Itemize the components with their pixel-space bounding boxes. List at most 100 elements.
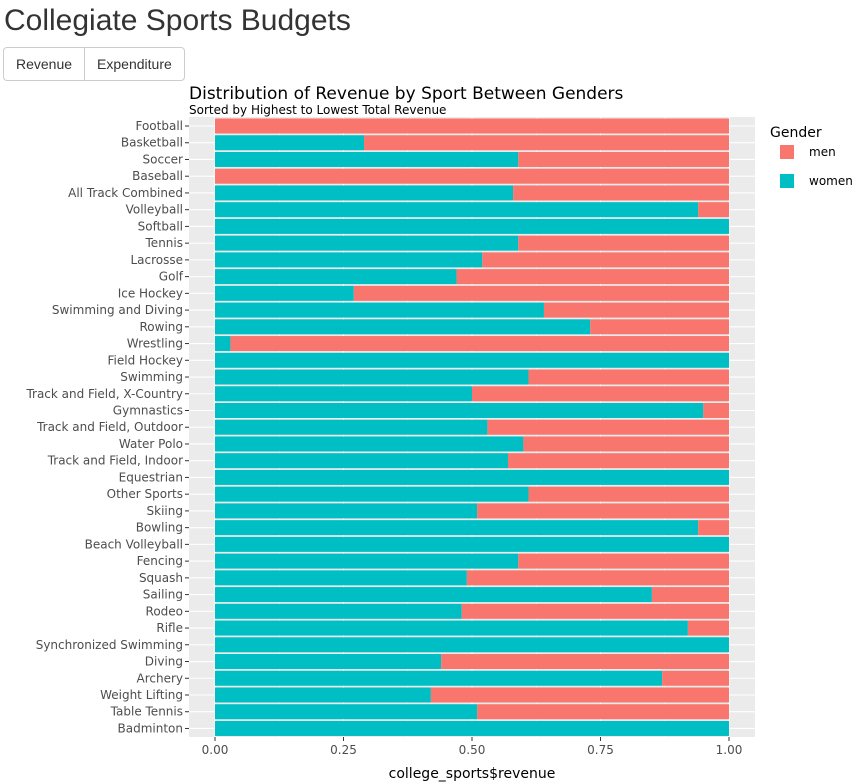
bar-men — [353, 285, 729, 301]
y-tick-label: Equestrian — [119, 470, 183, 484]
bar-men — [472, 386, 729, 402]
bar-men — [364, 135, 729, 151]
bar-men — [518, 553, 729, 569]
bar-men — [477, 704, 729, 720]
y-tick-label: Other Sports — [107, 487, 183, 501]
y-tick-label: Golf — [159, 270, 184, 284]
bar-women — [215, 269, 457, 285]
y-tick-label: Fencing — [137, 554, 183, 568]
bar-men — [487, 419, 729, 435]
legend-label-women: women — [809, 174, 853, 188]
x-tick-label: 0.75 — [587, 743, 614, 757]
bar-men — [518, 151, 729, 167]
y-tick-label: Squash — [139, 571, 183, 585]
bar-women — [215, 570, 467, 586]
bar-women — [215, 687, 431, 703]
legend: Gender men women — [770, 125, 853, 188]
y-tick-label: All Track Combined — [68, 186, 183, 200]
bar-men — [456, 269, 729, 285]
bar-men — [215, 168, 729, 184]
bar-women — [215, 486, 529, 502]
y-tick-label: Soccer — [143, 152, 184, 166]
y-axis-labels: Football Basketball Soccer Baseball All Trac… — [25, 119, 189, 735]
legend-title: Gender — [770, 125, 822, 141]
y-tick-label: Weight Lifting — [100, 688, 183, 702]
bar-men — [461, 603, 729, 619]
y-tick-label: Bowling — [136, 521, 183, 535]
bar-women — [215, 352, 729, 368]
y-tick-label: Baseball — [132, 169, 183, 183]
bar-women — [215, 603, 462, 619]
bar-women — [215, 319, 591, 335]
legend-key-women — [780, 174, 794, 188]
bar-men — [528, 369, 729, 385]
y-tick-label: Lacrosse — [130, 253, 183, 267]
bar-women — [215, 202, 699, 218]
bar-men — [662, 670, 729, 686]
bar-men — [518, 235, 729, 251]
bar-women — [215, 135, 365, 151]
y-tick-label: Track and Field, X-Country — [25, 387, 183, 401]
y-tick-label: Softball — [138, 219, 183, 233]
bar-women — [215, 285, 354, 301]
x-tick-label: 0.25 — [330, 743, 357, 757]
y-tick-label: Water Polo — [119, 437, 183, 451]
y-tick-label: Sailing — [143, 588, 183, 602]
bar-women — [215, 235, 519, 251]
y-tick-label: Swimming and Diving — [52, 303, 183, 317]
bar-men — [215, 118, 729, 134]
bar-women — [215, 218, 729, 234]
y-tick-label: Synchronized Swimming — [36, 638, 183, 652]
y-tick-label: Diving — [145, 655, 183, 669]
legend-label-men: men — [809, 145, 836, 159]
bar-women — [215, 469, 729, 485]
revenue-button[interactable]: Revenue — [3, 47, 86, 81]
bar-men — [703, 402, 729, 418]
y-tick-label: Basketball — [121, 136, 183, 150]
bar-women — [215, 620, 688, 636]
y-tick-label: Track and Field, Outdoor — [36, 420, 183, 434]
chart-title: Distribution of Revenue by Sport Between… — [189, 84, 624, 104]
chart-subtitle: Sorted by Highest to Lowest Total Revenu… — [189, 103, 446, 117]
bar-women — [215, 185, 514, 201]
bar-women — [215, 720, 729, 736]
y-tick-label: Archery — [137, 671, 184, 685]
bar-men — [543, 302, 729, 318]
bar-women — [215, 704, 478, 720]
expenditure-button[interactable]: Expenditure — [84, 47, 185, 81]
bar-men — [477, 503, 729, 519]
y-tick-label: Rowing — [139, 320, 183, 334]
y-tick-label: Wrestling — [127, 337, 183, 351]
x-axis-ticks: 0.00 0.25 0.50 0.75 1.00 — [202, 737, 742, 757]
bar-men — [513, 185, 729, 201]
bar-women — [215, 553, 519, 569]
bar-men — [590, 319, 729, 335]
bar-men — [698, 202, 729, 218]
y-tick-label: Gymnastics — [113, 403, 183, 417]
bars — [215, 118, 730, 736]
page-title: Collegiate Sports Budgets — [4, 4, 351, 37]
bar-men — [698, 520, 729, 536]
y-tick-label: Rifle — [156, 621, 183, 635]
bar-women — [215, 587, 652, 603]
bar-men — [651, 587, 729, 603]
y-tick-label: Field Hockey — [108, 353, 183, 367]
bar-men — [523, 436, 729, 452]
y-tick-label: Swimming — [120, 370, 183, 384]
x-axis-label: college_sports$revenue — [389, 766, 556, 782]
bar-women — [215, 637, 729, 653]
y-tick-label: Badminton — [118, 721, 183, 735]
bar-women — [215, 369, 529, 385]
bar-women — [215, 670, 663, 686]
bar-women — [215, 536, 729, 552]
bar-women — [215, 302, 544, 318]
x-tick-label: 0.00 — [202, 743, 229, 757]
y-tick-label: Tennis — [145, 236, 183, 250]
bar-men — [507, 453, 729, 469]
bar-men — [430, 687, 729, 703]
legend-key-men — [780, 145, 794, 159]
bar-women — [215, 453, 508, 469]
bar-men — [466, 570, 729, 586]
y-tick-label: Football — [135, 119, 183, 133]
bar-women — [215, 654, 442, 670]
